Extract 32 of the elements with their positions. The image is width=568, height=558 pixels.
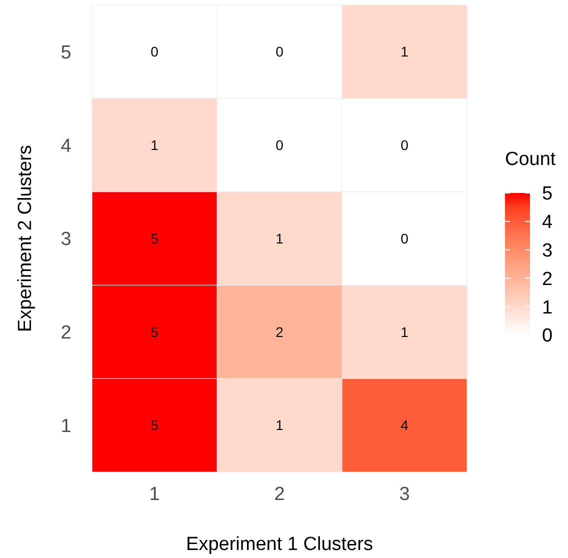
- data-label: 1: [150, 137, 159, 153]
- data-label: 2: [276, 324, 284, 340]
- color-bar-label: 4: [542, 212, 553, 234]
- x-tick-label: 2: [274, 484, 285, 505]
- color-bar-label: 2: [542, 268, 553, 290]
- x-tick-label: 1: [149, 484, 160, 505]
- y-tick-label: 1: [60, 416, 72, 437]
- data-label: 5: [150, 417, 159, 434]
- color-bar-label: 1: [542, 297, 553, 318]
- legend-title: Count: [505, 149, 556, 170]
- y-tick-label: 4: [60, 136, 72, 157]
- x-tick-label: 3: [399, 484, 410, 505]
- data-label: 1: [276, 230, 284, 246]
- y-axis-title: Experiment 2 Clusters: [15, 145, 36, 332]
- data-label: 0: [400, 137, 409, 153]
- y-tick-label: 5: [60, 42, 72, 64]
- y-tick-label: 2: [60, 322, 72, 344]
- data-label: 1: [276, 417, 284, 434]
- data-label: 4: [400, 417, 409, 434]
- data-label: 5: [150, 324, 159, 340]
- data-label: 0: [276, 137, 284, 153]
- data-label: 0: [150, 44, 159, 60]
- data-label: 1: [400, 44, 409, 60]
- color-bar-label: 3: [542, 240, 553, 262]
- color-bar-label: 5: [542, 184, 553, 205]
- y-tick-label: 3: [60, 229, 72, 250]
- data-label: 1: [400, 324, 409, 340]
- data-label: 0: [400, 230, 409, 246]
- color-bar-label: 0: [542, 326, 553, 347]
- data-label: 0: [276, 44, 284, 60]
- x-axis-title: Experiment 1 Clusters: [186, 534, 373, 555]
- data-label: 5: [150, 230, 159, 246]
